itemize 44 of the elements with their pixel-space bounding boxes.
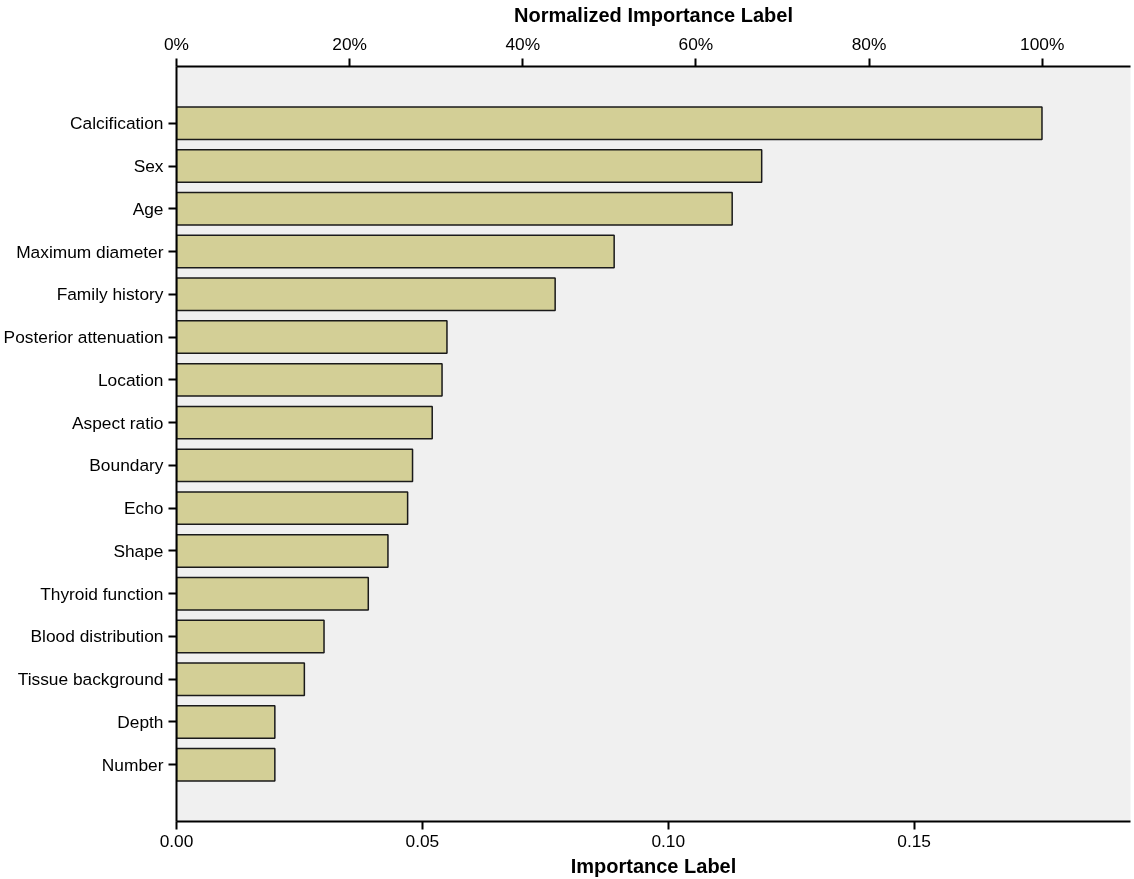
x-tick-label: 0.05 <box>405 830 440 851</box>
x2-tick-label: 80% <box>851 33 887 54</box>
y-tick-label: Thyroid function <box>40 583 164 604</box>
bar <box>176 320 448 355</box>
y-tick-label: Echo <box>124 498 164 519</box>
bar <box>176 149 763 184</box>
bar <box>176 533 389 568</box>
y-tick-label: Tissue background <box>17 669 164 690</box>
x2-tick-label: 60% <box>678 33 714 54</box>
x2-axis-title: Normalized Importance Label <box>514 3 793 26</box>
bar <box>176 106 1043 141</box>
y-tick-label: Aspect ratio <box>72 412 164 433</box>
y-tick-label: Location <box>97 369 164 390</box>
bar <box>176 405 433 440</box>
x-tick-label: 0.00 <box>159 830 194 851</box>
y-tick-label: Family history <box>56 284 164 305</box>
bar <box>176 619 325 654</box>
bar <box>176 191 733 226</box>
y-tick-label: Number <box>101 754 164 775</box>
bar <box>176 362 443 397</box>
x2-tick-label: 100% <box>1020 33 1065 54</box>
bar <box>176 234 615 269</box>
y-tick-label: Maximum diameter <box>16 241 164 262</box>
bar <box>176 277 556 312</box>
bar <box>176 747 276 782</box>
bar <box>176 662 306 697</box>
bar <box>176 491 409 526</box>
y-tick-label: Calcification <box>70 113 164 134</box>
bar <box>176 448 414 483</box>
x2-tick-label: 20% <box>332 33 367 54</box>
x2-tick-label: 40% <box>505 33 541 54</box>
bar <box>176 704 276 739</box>
x-axis-title: Importance Label <box>570 854 737 877</box>
bar <box>176 576 370 611</box>
y-tick-label: Blood distribution <box>30 626 164 647</box>
y-tick-label: Shape <box>113 540 164 561</box>
y-tick-label: Boundary <box>89 455 164 476</box>
y-tick-label: Posterior attenuation <box>3 327 164 348</box>
y-tick-label: Sex <box>133 156 164 177</box>
x2-tick-label: 0% <box>163 33 190 54</box>
x-tick-label: 0.10 <box>651 830 686 851</box>
y-tick-label: Depth <box>117 711 164 732</box>
x-tick-label: 0.15 <box>897 830 931 851</box>
y-tick-label: Age <box>132 198 164 219</box>
